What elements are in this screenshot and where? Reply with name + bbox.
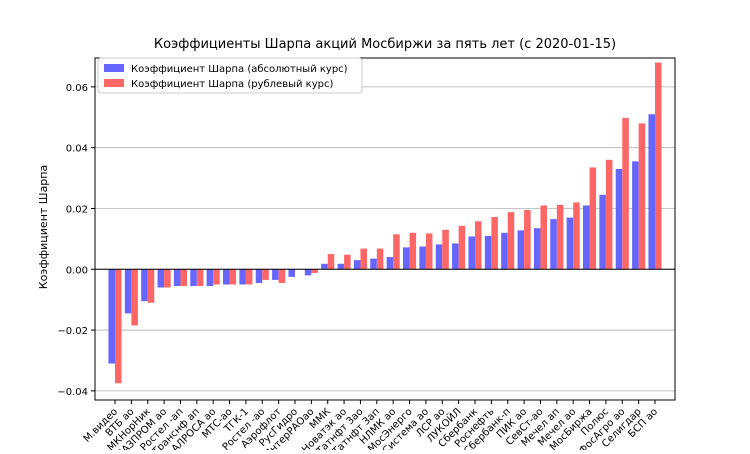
bar — [573, 202, 580, 269]
bar — [174, 269, 181, 286]
bar — [648, 114, 655, 269]
bar — [321, 264, 328, 269]
bar — [213, 269, 220, 284]
bar — [508, 212, 515, 269]
bar — [256, 269, 263, 283]
bar — [426, 233, 433, 269]
bar — [655, 63, 662, 270]
bar — [393, 234, 400, 269]
bar — [108, 269, 115, 363]
legend-swatch — [104, 64, 124, 72]
bar — [419, 246, 426, 269]
y-tick-label: 0.02 — [66, 204, 88, 215]
y-tick-label: 0.06 — [66, 83, 88, 94]
bar — [567, 218, 574, 270]
chart-title: Коэффициенты Шарпа акций Мосбиржи за пят… — [154, 37, 616, 52]
y-tick-label: −0.04 — [57, 387, 88, 398]
bar — [387, 257, 394, 269]
bar — [164, 269, 171, 287]
bar — [223, 269, 230, 284]
bar — [491, 217, 498, 269]
bar — [141, 269, 148, 301]
bar — [540, 205, 547, 269]
bar — [485, 236, 492, 269]
bar — [616, 169, 623, 269]
y-tick-label: −0.02 — [57, 326, 88, 337]
bars — [108, 63, 661, 384]
bar — [148, 269, 155, 302]
bar — [590, 167, 597, 269]
bar — [632, 161, 639, 269]
bar — [452, 243, 459, 269]
bar — [475, 221, 482, 269]
bar — [125, 269, 132, 313]
bar — [207, 269, 214, 286]
bar — [370, 259, 377, 270]
legend: Коэффициент Шарпа (абсолютный курс) Коэфф… — [98, 58, 362, 93]
y-axis-label: Коэффициент Шарпа — [37, 165, 50, 289]
legend-label: Коэффициент Шарпа (рублевый курс) — [131, 79, 333, 90]
bar — [459, 226, 466, 269]
bar — [354, 260, 361, 269]
bar — [158, 269, 165, 287]
bar — [279, 269, 286, 283]
bar — [468, 236, 475, 269]
y-tick-label: 0.00 — [66, 265, 88, 276]
bar — [583, 205, 590, 269]
bar — [518, 230, 525, 269]
bar — [442, 230, 449, 270]
bar — [436, 244, 443, 269]
bar — [272, 269, 279, 280]
bar — [246, 269, 253, 284]
bar — [230, 269, 237, 284]
bar — [410, 233, 417, 269]
legend-swatch — [104, 79, 124, 87]
bar — [639, 123, 646, 269]
bar — [557, 205, 564, 269]
bar — [338, 264, 345, 269]
bar — [606, 160, 613, 269]
bar — [239, 269, 246, 284]
bar — [262, 269, 269, 280]
bar — [524, 210, 531, 269]
legend-label: Коэффициент Шарпа (абсолютный курс) — [131, 64, 348, 75]
bar — [344, 255, 351, 270]
y-tick-label: 0.04 — [66, 144, 88, 155]
bar — [501, 233, 508, 269]
bar — [403, 247, 410, 269]
y-ticks: −0.04 −0.02 0.00 0.02 0.04 0.06 — [57, 83, 95, 398]
bar — [360, 249, 367, 270]
bar — [534, 228, 541, 269]
bar — [115, 269, 122, 383]
bar — [328, 254, 335, 269]
bar — [131, 269, 138, 325]
bar — [288, 269, 295, 277]
bar — [180, 269, 187, 286]
bar — [305, 269, 312, 275]
bar — [190, 269, 197, 286]
bar — [550, 219, 557, 269]
bar — [311, 269, 318, 273]
bar — [377, 249, 384, 270]
bar — [197, 269, 204, 286]
bar — [622, 118, 629, 269]
bar — [599, 195, 606, 269]
